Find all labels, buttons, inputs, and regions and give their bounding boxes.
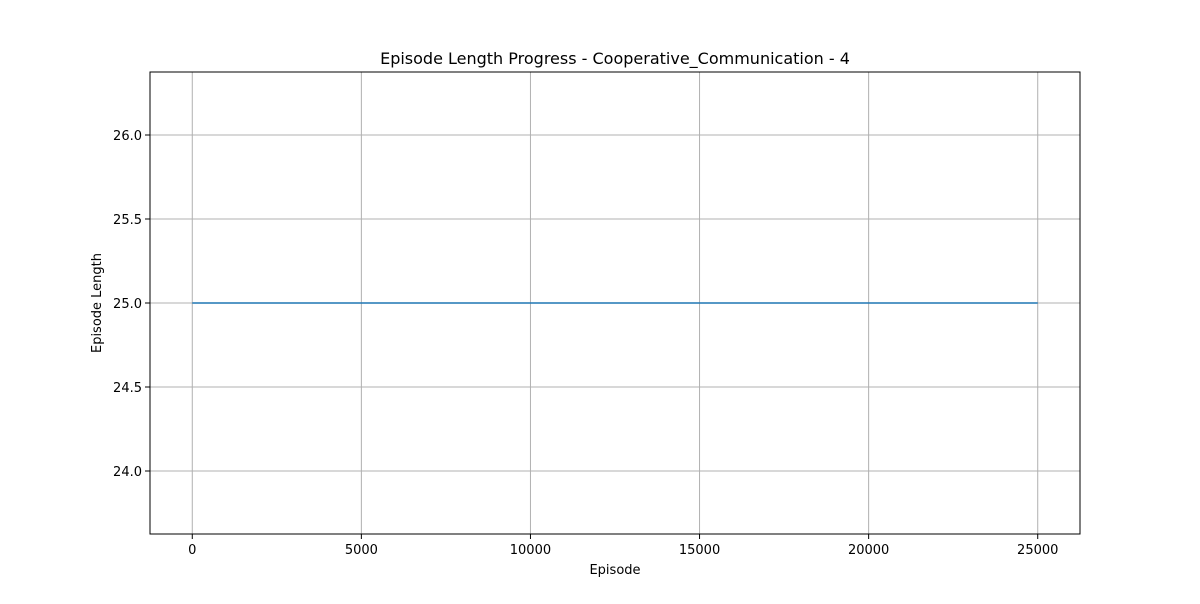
x-tick-label: 20000 (848, 543, 889, 558)
x-axis-ticks: 0 5000 10000 15000 20000 25000 (188, 534, 1058, 558)
x-tick-label: 5000 (345, 543, 378, 558)
chart-title: Episode Length Progress - Cooperative_Co… (380, 49, 850, 69)
y-tick-label: 26.0 (113, 129, 142, 144)
x-tick-label: 0 (188, 543, 196, 558)
x-tick-label: 10000 (510, 543, 551, 558)
x-tick-label: 25000 (1017, 543, 1058, 558)
y-tick-label: 24.5 (113, 381, 142, 396)
x-tick-label: 15000 (679, 543, 720, 558)
y-axis-ticks: 24.0 24.5 25.0 25.5 26.0 (113, 129, 150, 480)
y-tick-label: 25.0 (113, 297, 142, 312)
y-tick-label: 25.5 (113, 213, 142, 228)
x-axis-label: Episode (589, 563, 640, 578)
y-axis-label: Episode Length (90, 253, 105, 353)
y-tick-label: 24.0 (113, 465, 142, 480)
